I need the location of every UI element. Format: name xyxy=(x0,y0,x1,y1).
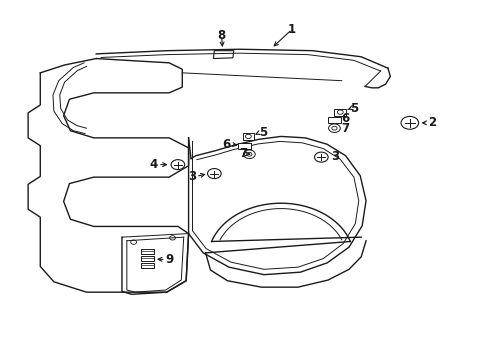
Bar xyxy=(242,133,254,140)
Text: 6: 6 xyxy=(222,138,230,151)
Text: 6: 6 xyxy=(341,112,349,125)
Bar xyxy=(141,249,153,253)
Text: 5: 5 xyxy=(350,102,358,115)
Bar xyxy=(327,117,340,123)
Circle shape xyxy=(171,159,184,170)
Text: 5: 5 xyxy=(259,126,267,139)
Text: 7: 7 xyxy=(341,122,349,135)
Text: 8: 8 xyxy=(217,29,225,42)
Text: 7: 7 xyxy=(238,148,246,161)
Circle shape xyxy=(314,152,327,162)
Circle shape xyxy=(328,124,340,132)
Text: 1: 1 xyxy=(287,23,296,36)
Text: 9: 9 xyxy=(165,253,174,266)
Circle shape xyxy=(400,116,418,129)
Text: 4: 4 xyxy=(149,158,158,171)
Bar xyxy=(334,109,346,116)
Text: 3: 3 xyxy=(330,150,339,163)
Bar xyxy=(238,143,250,149)
Text: 3: 3 xyxy=(187,170,196,183)
Circle shape xyxy=(207,168,221,179)
Text: 2: 2 xyxy=(427,116,435,129)
Bar xyxy=(141,256,153,261)
Circle shape xyxy=(243,150,255,158)
Bar xyxy=(141,263,153,268)
